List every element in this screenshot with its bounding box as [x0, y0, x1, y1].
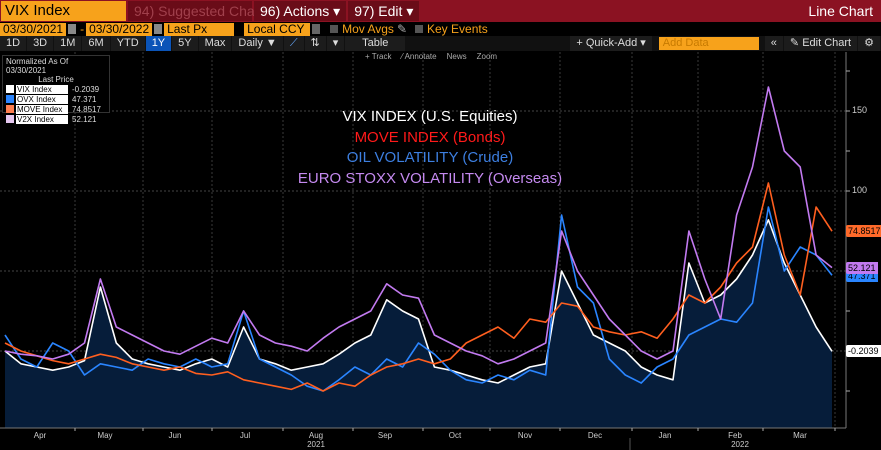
period-3d[interactable]: 3D — [27, 36, 54, 51]
sort-icon[interactable]: ⇅ — [304, 36, 326, 51]
legend-subtitle: Last Price — [38, 75, 74, 84]
chart-annotation: VIX INDEX (U.S. Equities) MOVE INDEX (Bo… — [250, 107, 610, 189]
x-month-label: Sep — [377, 431, 393, 440]
period-1d[interactable]: 1D — [0, 36, 27, 51]
news-tool[interactable]: News — [446, 52, 467, 61]
calendar-icon[interactable] — [68, 24, 77, 34]
period-6m[interactable]: 6M — [82, 36, 110, 51]
x-month-label: Aug — [308, 431, 324, 440]
x-month-label: May — [97, 431, 113, 440]
annotation-euro: EURO STOXX VOLATILITY (Overseas) — [297, 169, 563, 187]
ticker-input[interactable]: VIX Index — [1, 1, 126, 21]
x-month-label: Dec — [587, 431, 603, 440]
collapse-button[interactable]: « — [764, 36, 783, 51]
actions-menu[interactable]: 96) Actions ▾ — [254, 1, 347, 21]
x-month-label: Mar — [793, 431, 807, 440]
annotation-vix: VIX INDEX (U.S. Equities) — [342, 108, 518, 125]
legend-value: -0.2039 — [72, 84, 100, 94]
quick-add-button[interactable]: + Quick-Add ▾ — [570, 36, 652, 51]
legend-item-vix[interactable]: VIX Index -0.2039 — [6, 84, 106, 94]
date-separator: - — [80, 22, 85, 36]
legend-value: 74.8517 — [72, 104, 101, 114]
legend-name: MOVE Index — [16, 104, 68, 114]
series-line-move-index — [4, 182, 833, 392]
annotation-oil: OIL VOLATILITY (Crude) — [346, 149, 514, 166]
swatch-icon — [6, 95, 14, 103]
legend-item-v2x[interactable]: V2X Index 52.121 — [6, 114, 106, 124]
chart-type-label: Line Chart — [808, 3, 873, 19]
series-line-ovx-index — [4, 206, 833, 392]
x-month-label: Oct — [448, 431, 462, 440]
period-ytd[interactable]: YTD — [110, 36, 145, 51]
last-value-v2x: 52.121 — [846, 262, 878, 274]
legend-value: 52.121 — [72, 114, 97, 124]
line-chart-icon[interactable]: ⟋ — [283, 36, 304, 51]
last-value-vix: -0.2039 — [846, 345, 881, 357]
y-tick-label: 100 — [852, 185, 868, 195]
track-tool[interactable]: + Track — [365, 52, 392, 61]
legend-title: Normalized As Of 03/30/2021 — [6, 57, 69, 75]
date-toolbar: 03/30/2021 - 03/30/2022 Last Px Local CC… — [0, 22, 881, 36]
pencil-icon[interactable]: ✎ — [396, 22, 407, 36]
title-bar: VIX Index 94) Suggested Charts 96) Actio… — [0, 0, 881, 22]
chart-tools: + Track ⁄ Annotate News Zoom — [365, 52, 497, 61]
period-5y[interactable]: 5Y — [172, 36, 198, 51]
swatch-icon — [6, 105, 14, 113]
chart-legend: Normalized As Of 03/30/2021 Last Price V… — [2, 55, 110, 124]
x-month-label: Nov — [517, 431, 533, 440]
pencil-icon: ✎ — [789, 37, 803, 49]
x-month-label: Jun — [168, 431, 182, 440]
series-line-v2x-index — [4, 86, 833, 365]
dropdown-arrow-icon[interactable] — [312, 24, 321, 34]
period-toolbar: 1D 3D 1M 6M YTD 1Y 5Y Max Daily ▼ ⟋ ⇅ ▾ … — [0, 36, 881, 51]
add-data-input[interactable]: Add Data — [658, 37, 759, 50]
mov-avgs-label[interactable]: Mov Avgs — [342, 22, 394, 36]
x-month-label: Jan — [658, 431, 672, 440]
annotation-move: MOVE INDEX (Bonds) — [354, 128, 506, 146]
legend-name: OVX Index — [16, 94, 68, 104]
suggested-charts-button[interactable]: 94) Suggested Charts — [128, 1, 270, 21]
legend-item-ovx[interactable]: OVX Index 47.371 — [6, 94, 106, 104]
x-month-label: Jul — [239, 431, 251, 440]
annotate-tool[interactable]: ⁄ Annotate — [401, 52, 437, 61]
edit-menu[interactable]: 97) Edit ▾ — [348, 1, 420, 21]
end-date-input[interactable]: 03/30/2022 — [86, 22, 153, 36]
mov-avgs-checkbox[interactable] — [330, 25, 339, 33]
period-max[interactable]: Max — [198, 36, 232, 51]
legend-name: VIX Index — [16, 84, 68, 94]
field-select[interactable]: Last Px — [164, 22, 235, 36]
legend-value: 47.371 — [72, 94, 97, 104]
last-value-move: 74.8517 — [846, 225, 881, 237]
edit-chart-button[interactable]: ✎ Edit Chart — [783, 36, 858, 51]
edit-chart-label: Edit Chart — [802, 37, 852, 49]
period-1m[interactable]: 1M — [54, 36, 82, 51]
currency-select[interactable]: Local CCY — [244, 22, 311, 36]
swatch-icon — [6, 115, 14, 123]
table-button[interactable]: Table — [345, 36, 406, 51]
key-events-label[interactable]: Key Events — [427, 22, 488, 36]
x-year-label: 2022 — [731, 440, 749, 449]
zoom-tool[interactable]: Zoom — [476, 52, 498, 61]
calendar-icon[interactable] — [154, 24, 163, 34]
vix-area — [5, 219, 832, 428]
x-month-label: Feb — [728, 431, 742, 440]
legend-item-move[interactable]: MOVE Index 74.8517 — [6, 104, 106, 114]
legend-name: V2X Index — [16, 114, 68, 124]
start-date-input[interactable]: 03/30/2021 — [0, 22, 67, 36]
dropdown-icon[interactable]: ▾ — [326, 36, 345, 51]
gear-icon[interactable]: ⚙ — [858, 36, 880, 51]
x-year-label: 2021 — [307, 440, 325, 449]
key-events-checkbox[interactable] — [415, 25, 423, 33]
period-1y[interactable]: 1Y — [145, 36, 172, 51]
swatch-icon — [6, 85, 14, 93]
y-tick-label: 150 — [852, 105, 868, 115]
x-month-label: Apr — [33, 431, 47, 440]
line-chart[interactable] — [0, 51, 881, 450]
frequency-select[interactable]: Daily ▼ — [232, 36, 283, 51]
